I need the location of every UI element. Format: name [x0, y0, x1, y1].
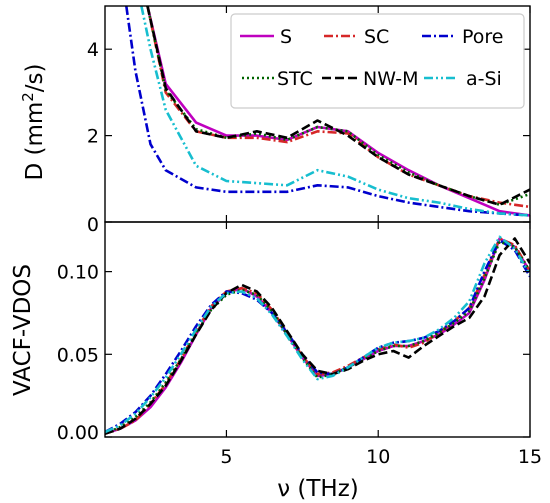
x-tick-label: 10: [366, 446, 390, 468]
bottom-y-tick-label: 0.05: [57, 344, 99, 366]
x-axis-label: ν (THz): [277, 476, 359, 502]
top-series-line-s: [146, 6, 530, 217]
top-y-tick-label: 0: [87, 214, 99, 236]
legend-label-a-si: a-Si: [466, 68, 502, 90]
legend-label-sc: SC: [364, 26, 389, 48]
legend-label-pore: Pore: [462, 26, 504, 48]
bottom-series-line-a-si: [105, 235, 530, 434]
bottom-y-tick-label: 0.00: [57, 422, 99, 444]
x-tick-label: 15: [518, 446, 542, 468]
top-series-group: [125, 6, 530, 217]
top-y-axis-label: D (mm2/s): [19, 63, 48, 180]
bottom-series-line-nw-m: [105, 237, 530, 435]
legend-label-stc: STC: [277, 68, 313, 90]
top-series-line-pore: [125, 6, 530, 217]
legend-box: [230, 13, 525, 109]
top-y-tick-label: 2: [87, 126, 99, 148]
bottom-series-line-pore: [105, 238, 530, 434]
bottom-series-line-sc: [105, 237, 530, 435]
bottom-series-group: [105, 235, 530, 435]
x-tick-label: 5: [220, 446, 232, 468]
legend-label-nw-m: NW-M: [363, 68, 418, 90]
bottom-axes-frame: [104, 221, 531, 438]
legend: S SC Pore STC NW-M a-Si: [230, 13, 525, 109]
bottom-y-axis-label: VACF-VDOS: [10, 264, 36, 396]
legend-label-s: S: [280, 26, 292, 48]
bottom-y-tick-label: 0.10: [57, 262, 99, 284]
top-series-line-nw-m: [146, 6, 530, 206]
diffusion-panel: 0 2 4 S SC Pore STC NW-M a-Si: [87, 5, 531, 236]
bottom-series-line-s: [105, 237, 530, 435]
top-series-line-a-si: [140, 6, 530, 217]
top-series-line-sc: [146, 6, 530, 209]
bottom-series-line-stc: [105, 240, 530, 435]
top-y-tick-label: 4: [87, 39, 99, 61]
vdos-panel: 0.00 0.05 0.10 5 10 15: [57, 221, 542, 468]
